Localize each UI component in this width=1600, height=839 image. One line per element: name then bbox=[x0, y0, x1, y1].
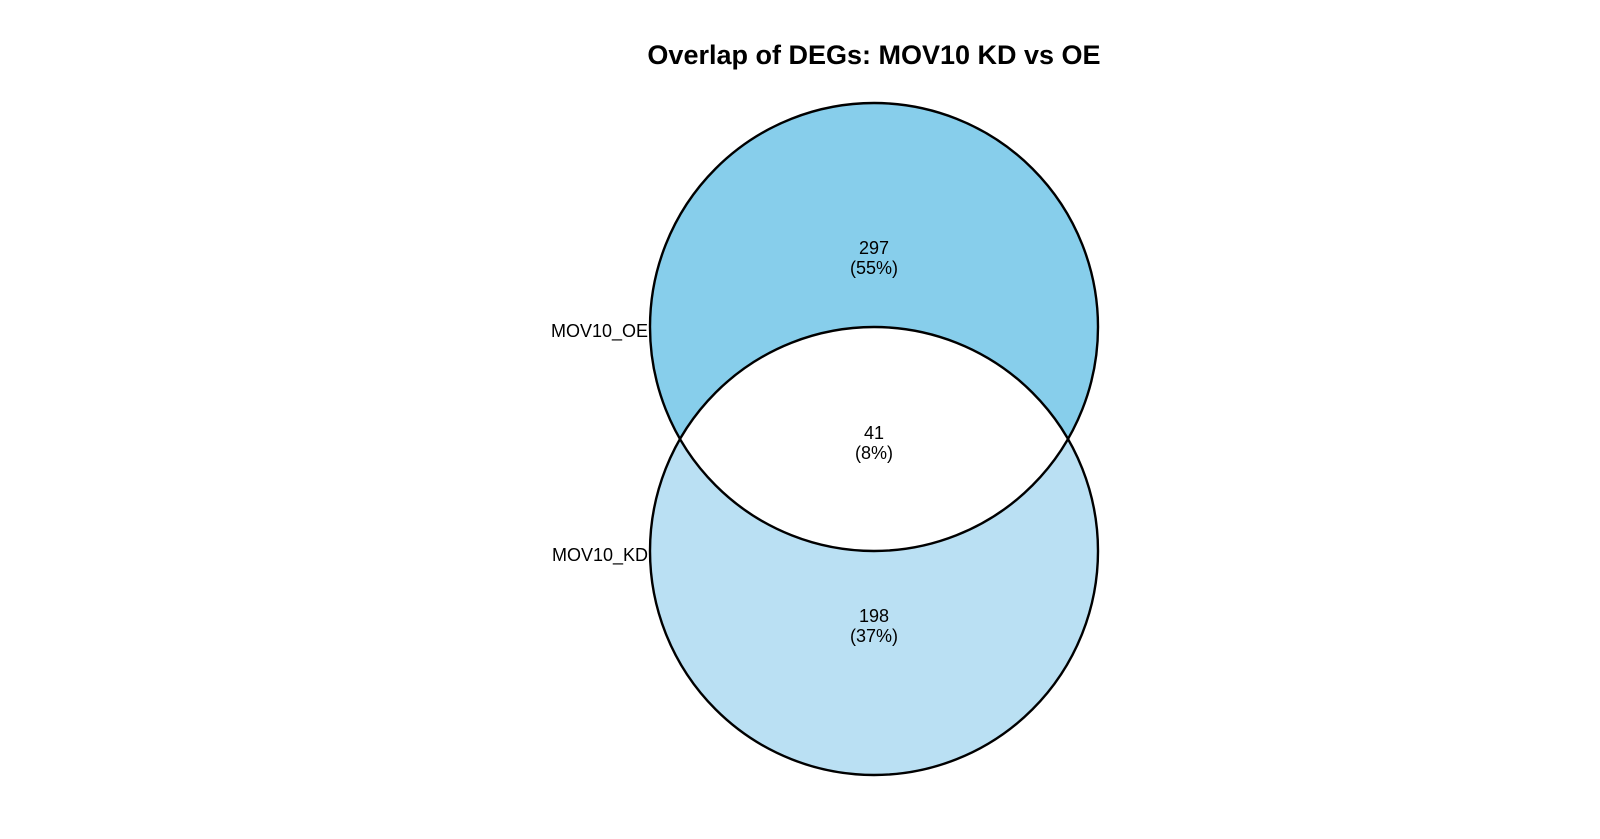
oe-only-count: 297 bbox=[859, 238, 889, 258]
chart-title: Overlap of DEGs: MOV10 KD vs OE bbox=[647, 40, 1100, 70]
oe-only-percent: (55%) bbox=[850, 258, 898, 278]
intersection-percent: (8%) bbox=[855, 443, 893, 463]
intersection-count: 41 bbox=[864, 423, 884, 443]
set-oe-outline bbox=[648, 101, 1100, 553]
intersection-region bbox=[650, 327, 1098, 551]
kd-only-percent: (37%) bbox=[850, 626, 898, 646]
set-kd-outline bbox=[648, 325, 1100, 777]
set-label-oe: MOV10_OE bbox=[551, 321, 648, 342]
kd-only-count: 198 bbox=[859, 606, 889, 626]
set-label-kd: MOV10_KD bbox=[552, 545, 648, 566]
